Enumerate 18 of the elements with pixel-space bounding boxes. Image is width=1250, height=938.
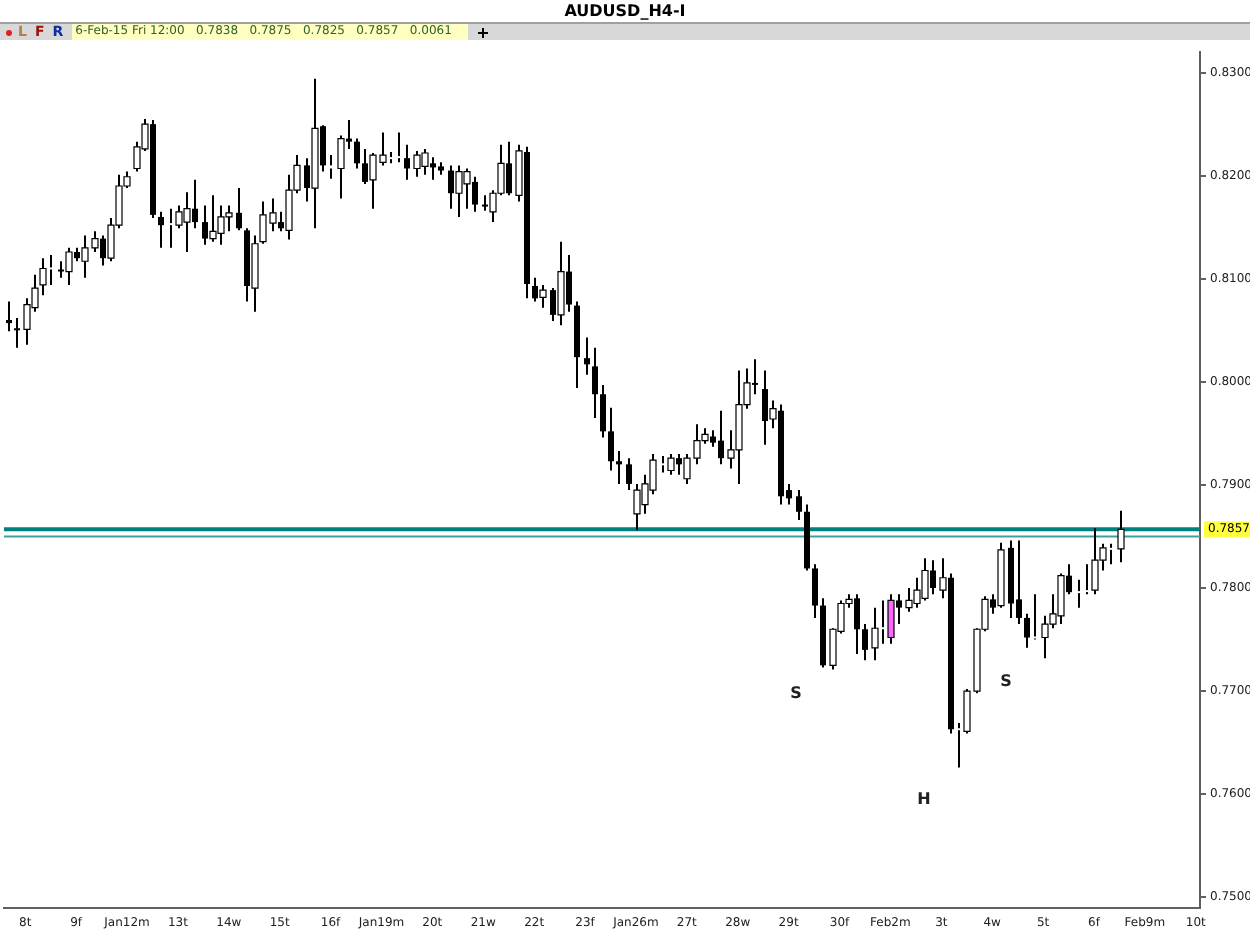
candlestick: [584, 336, 590, 376]
chart-title: AUDUSD_H4-I: [0, 0, 1250, 24]
candlestick: [396, 131, 402, 164]
candlestick: [592, 346, 598, 419]
candlestick: [812, 563, 818, 619]
candlestick: [608, 406, 614, 472]
candlestick: [1016, 539, 1022, 626]
candlestick: [158, 210, 164, 249]
candlestick: [6, 300, 12, 333]
candlestick: [1076, 578, 1082, 609]
candlestick: [1024, 612, 1030, 649]
annotation: S: [998, 672, 1014, 692]
candlestick: [616, 449, 622, 485]
annotation: H: [916, 790, 932, 810]
candlestick: [600, 383, 606, 439]
candlestick: [796, 489, 802, 521]
candlestick: [354, 137, 360, 170]
annotation: S: [788, 684, 804, 704]
